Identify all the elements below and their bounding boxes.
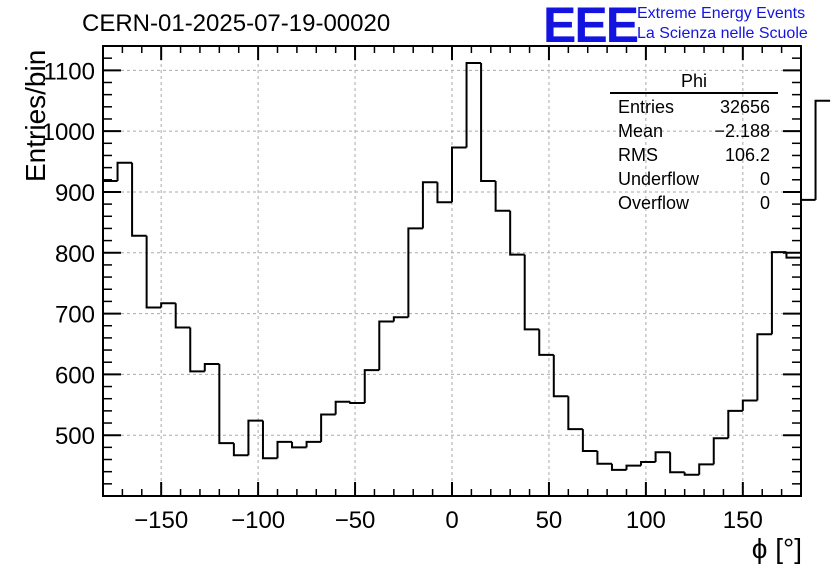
histogram-bin bbox=[640, 460, 656, 466]
histogram-bin bbox=[218, 364, 234, 445]
histogram-bin bbox=[349, 401, 365, 404]
stats-label: Overflow bbox=[618, 193, 690, 213]
y-tick-label: 1100 bbox=[43, 58, 95, 85]
x-tick-label: 100 bbox=[626, 507, 666, 534]
y-tick-label: 600 bbox=[55, 362, 95, 389]
histogram-bin bbox=[131, 162, 147, 237]
histogram-bin bbox=[509, 210, 525, 256]
stats-value: 106.2 bbox=[724, 145, 770, 165]
histogram-bin bbox=[669, 452, 685, 474]
histogram-bin bbox=[625, 464, 642, 470]
x-tick-label: −50 bbox=[335, 507, 376, 534]
histogram-bin bbox=[392, 316, 409, 322]
histogram-bin bbox=[407, 227, 423, 318]
x-tick-label: 150 bbox=[723, 507, 763, 534]
logo-caption-line2: La Scienza nelle Scuole bbox=[637, 25, 808, 42]
histogram-bin bbox=[465, 62, 482, 148]
stats-value: 0 bbox=[759, 193, 770, 213]
eee-logo: EEE bbox=[543, 0, 639, 53]
histogram-bin bbox=[174, 303, 191, 329]
stats-label: Entries bbox=[618, 97, 675, 117]
stats-value: 0 bbox=[759, 169, 770, 189]
stats-label: Underflow bbox=[618, 169, 700, 189]
histogram-bin bbox=[291, 441, 307, 449]
histogram-bin bbox=[712, 437, 729, 465]
histogram-bin bbox=[378, 320, 394, 371]
x-tick-label: 50 bbox=[536, 507, 563, 534]
histogram-bin bbox=[698, 463, 714, 475]
histogram-bin bbox=[494, 181, 511, 212]
histogram-bin bbox=[421, 181, 438, 229]
histogram-bin bbox=[785, 252, 801, 259]
histogram-bin bbox=[451, 146, 467, 203]
histogram-bin bbox=[800, 198, 816, 258]
histogram-bin bbox=[552, 354, 569, 398]
histogram-bin bbox=[770, 251, 787, 335]
stats-box-divider bbox=[610, 92, 778, 94]
stats-label: RMS bbox=[618, 145, 658, 165]
histogram-bin bbox=[203, 363, 220, 372]
histogram-bin bbox=[567, 396, 583, 431]
histogram-bin bbox=[741, 399, 758, 411]
stats-row-underflow: Underflow 0 bbox=[610, 167, 778, 191]
histogram-bin bbox=[116, 161, 133, 181]
histogram-bin bbox=[160, 302, 176, 308]
histogram-bin bbox=[596, 451, 612, 465]
histogram-bin bbox=[610, 463, 627, 471]
histogram-bin bbox=[305, 440, 322, 448]
histogram-bin bbox=[232, 443, 249, 457]
histogram-bin bbox=[436, 182, 452, 204]
histogram-bin bbox=[363, 369, 380, 403]
stats-row-entries: Entries 32656 bbox=[610, 95, 778, 119]
histogram-bin bbox=[320, 413, 336, 442]
histogram-bin bbox=[581, 429, 598, 452]
stats-value: 32656 bbox=[719, 97, 770, 117]
histogram-bin bbox=[814, 99, 831, 200]
tick-marks bbox=[102, 45, 802, 496]
stats-box: Phi Entries 32656 Mean −2.188 RMS 106.2 … bbox=[610, 70, 778, 215]
logo-caption-line1: Extreme Energy Events bbox=[637, 5, 806, 22]
histogram-bin bbox=[261, 420, 278, 460]
histogram-bin bbox=[683, 472, 700, 476]
histogram-bin bbox=[276, 440, 293, 459]
stats-value: −2.188 bbox=[714, 121, 770, 141]
y-tick-label: 1000 bbox=[42, 119, 95, 146]
histogram-bin bbox=[189, 327, 205, 373]
y-tick-label: 700 bbox=[55, 302, 95, 329]
plot-title: CERN-01-2025-07-19-00020 bbox=[82, 10, 391, 37]
y-axis-label: Entries/bin bbox=[20, 49, 51, 182]
histogram-bin bbox=[756, 333, 772, 401]
histogram-bin bbox=[654, 451, 671, 462]
histogram-bin bbox=[523, 254, 540, 331]
stats-row-mean: Mean −2.188 bbox=[610, 119, 778, 143]
x-tick-label: −100 bbox=[231, 507, 285, 534]
x-tick-label: −150 bbox=[134, 507, 188, 534]
histogram-bin bbox=[247, 419, 263, 456]
histogram-bin bbox=[538, 329, 554, 356]
histogram-bin bbox=[145, 235, 162, 309]
logo-caption: Extreme Energy Events La Scienza nelle S… bbox=[637, 4, 808, 44]
tick-labels: −150 −100 −50 0 50 100 150 500 600 700 800 900 1000 1… bbox=[42, 58, 763, 534]
x-axis-label: ϕ [°] bbox=[751, 533, 802, 564]
stats-row-rms: RMS 106.2 bbox=[610, 143, 778, 167]
stats-label: Mean bbox=[618, 121, 664, 141]
y-tick-label: 800 bbox=[55, 241, 95, 268]
y-tick-label: 900 bbox=[55, 180, 95, 207]
stats-row-overflow: Overflow 0 bbox=[610, 191, 778, 215]
x-tick-label: 0 bbox=[445, 507, 458, 534]
stats-box-title: Phi bbox=[680, 71, 707, 91]
histogram-bin bbox=[334, 400, 351, 415]
y-tick-label: 500 bbox=[55, 423, 95, 450]
histogram-bin bbox=[480, 63, 496, 182]
histogram-bin bbox=[727, 409, 743, 439]
